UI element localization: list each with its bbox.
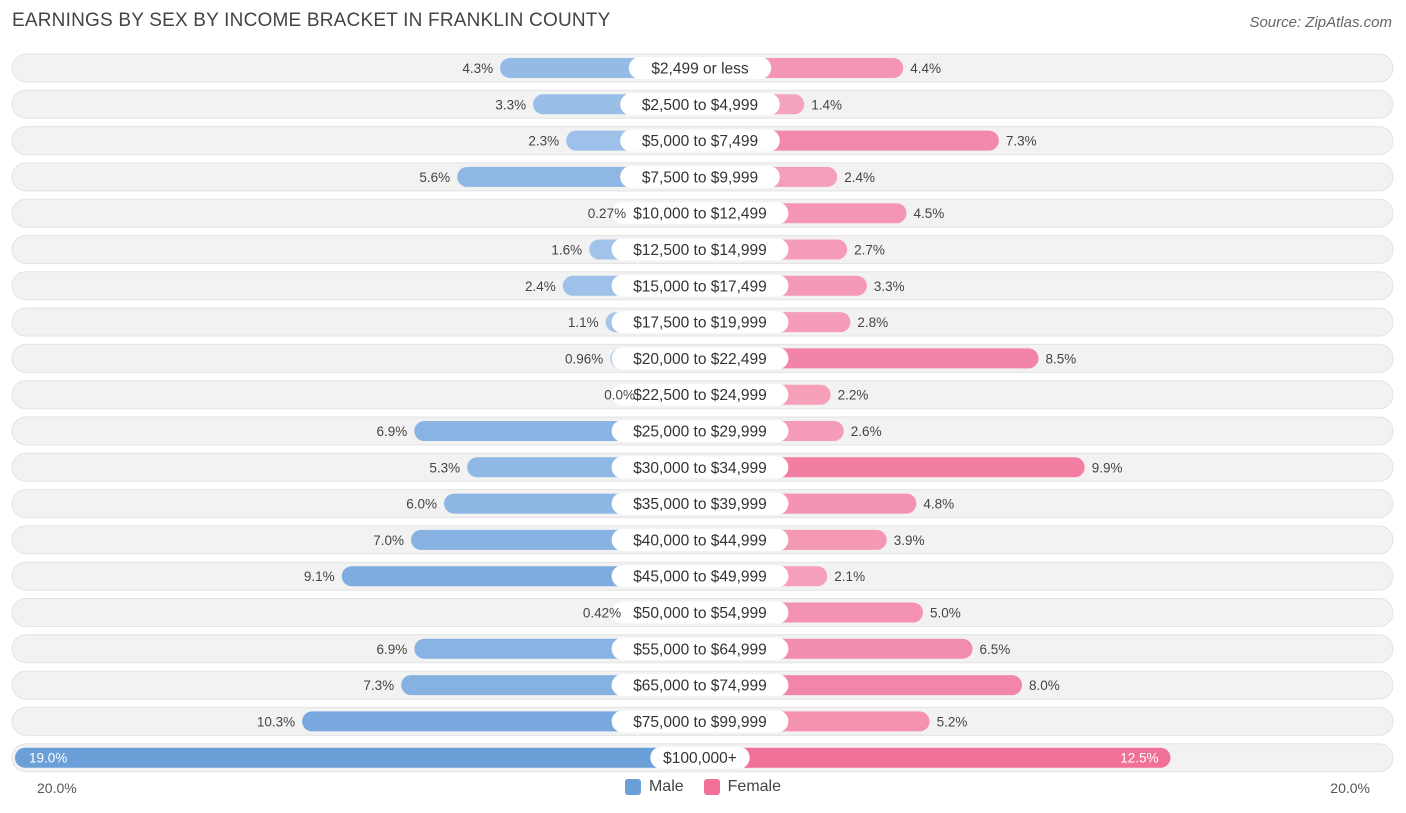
category-label-bg <box>611 383 789 406</box>
category-label: $45,000 to $49,999 <box>633 569 767 586</box>
female-value-label: 9.9% <box>1092 460 1123 475</box>
category-label-bg <box>611 347 789 370</box>
category-label: $25,000 to $29,999 <box>633 424 767 441</box>
category-label-bg <box>611 565 789 588</box>
legend-label-male: Male <box>648 778 684 795</box>
female-value-label: 2.4% <box>844 170 875 185</box>
axis-right-label: 20.0% <box>1330 780 1370 796</box>
male-value-label: 3.3% <box>495 97 526 112</box>
female-value-label: 2.1% <box>834 569 865 584</box>
male-value-label: 0.0% <box>604 388 635 403</box>
category-label: $10,000 to $12,499 <box>633 206 767 223</box>
female-value-label: 2.2% <box>838 388 869 403</box>
female-bar <box>700 747 1171 768</box>
female-value-label: 5.0% <box>930 606 961 621</box>
male-value-label: 5.6% <box>419 170 450 185</box>
legend-label-female: Female <box>727 778 782 795</box>
category-label: $7,500 to $9,999 <box>642 169 758 186</box>
female-value-label: 7.3% <box>1006 134 1037 149</box>
category-label-bg <box>611 274 789 297</box>
female-value-label: 1.4% <box>811 97 842 112</box>
female-value-label: 6.5% <box>980 642 1011 657</box>
female-value-label: 4.4% <box>910 61 941 76</box>
male-value-label: 1.6% <box>551 243 582 258</box>
category-label-bg <box>611 311 789 334</box>
category-label: $2,499 or less <box>651 61 749 78</box>
male-bar <box>302 711 700 732</box>
category-label: $30,000 to $34,999 <box>633 460 767 477</box>
category-label: $12,500 to $14,999 <box>633 242 767 259</box>
male-value-label: 9.1% <box>304 569 335 584</box>
male-bar <box>341 566 700 587</box>
legend-swatch-male <box>624 779 641 795</box>
chart-title: EARNINGS BY SEX BY INCOME BRACKET IN FRA… <box>12 10 611 31</box>
female-value-label: 2.7% <box>854 243 885 258</box>
category-label: $55,000 to $64,999 <box>633 641 767 658</box>
category-label: $20,000 to $22,499 <box>633 351 767 368</box>
male-value-label: 6.9% <box>377 424 408 439</box>
male-value-label: 2.4% <box>525 279 556 294</box>
male-value-label: 4.3% <box>462 61 493 76</box>
category-label-bg <box>620 129 780 152</box>
male-value-label: 2.3% <box>528 134 559 149</box>
male-value-label: 0.42% <box>583 606 621 621</box>
category-label-bg <box>620 93 780 116</box>
female-value-label: 2.6% <box>851 424 882 439</box>
axis-left-label: 20.0% <box>37 780 77 796</box>
male-bar <box>15 747 700 768</box>
legend: Male Female <box>0 778 1406 796</box>
male-value-label: 1.1% <box>568 315 599 330</box>
source-label: Source: ZipAtlas.com <box>1249 14 1392 31</box>
category-label: $22,500 to $24,999 <box>633 387 767 404</box>
category-label-bg <box>611 492 789 515</box>
category-label-bg <box>650 746 750 769</box>
female-value-label: 2.8% <box>857 315 888 330</box>
legend-swatch-female <box>703 779 720 795</box>
category-label: $65,000 to $74,999 <box>633 678 767 695</box>
category-label: $35,000 to $39,999 <box>633 496 767 513</box>
male-value-label: 6.9% <box>377 642 408 657</box>
category-label-bg <box>611 601 789 624</box>
male-value-label: 19.0% <box>29 751 67 766</box>
category-label: $17,500 to $19,999 <box>633 315 767 332</box>
category-label: $5,000 to $7,499 <box>642 133 758 150</box>
female-value-label: 5.2% <box>937 714 968 729</box>
female-bar <box>700 457 1085 478</box>
category-label: $75,000 to $99,999 <box>633 714 767 731</box>
male-value-label: 7.0% <box>373 533 404 548</box>
category-label-bg <box>611 420 789 442</box>
male-value-label: 7.3% <box>363 678 394 693</box>
category-label-bg <box>611 528 789 551</box>
male-value-label: 0.96% <box>565 351 603 366</box>
female-value-label: 3.9% <box>894 533 925 548</box>
category-label-bg <box>611 456 789 479</box>
male-value-label: 0.27% <box>588 206 626 221</box>
female-value-label: 4.5% <box>914 206 945 221</box>
female-value-label: 4.8% <box>923 497 954 512</box>
category-label-bg <box>611 202 789 225</box>
category-label: $100,000+ <box>663 750 737 767</box>
category-label-bg <box>611 710 789 733</box>
legend-item-female: Female <box>703 778 782 796</box>
category-label-bg <box>611 674 789 697</box>
category-label-bg <box>620 165 780 188</box>
female-value-label: 8.5% <box>1046 351 1077 366</box>
chart-area: $2,499 or less 4.3% 4.4% $2,500 to $4,999 3.… <box>11 53 1394 773</box>
female-value-label: 12.5% <box>1120 751 1158 766</box>
male-value-label: 6.0% <box>406 497 437 512</box>
legend-item-male: Male <box>624 778 684 796</box>
female-value-label: 3.3% <box>874 279 905 294</box>
category-label-bg <box>611 637 789 660</box>
male-value-label: 5.3% <box>429 460 460 475</box>
category-label-bg <box>628 57 772 79</box>
category-label: $2,500 to $4,999 <box>642 97 758 114</box>
category-label: $50,000 to $54,999 <box>633 605 767 622</box>
category-label: $40,000 to $44,999 <box>633 532 767 549</box>
category-label: $15,000 to $17,499 <box>633 278 767 295</box>
male-value-label: 10.3% <box>257 714 295 729</box>
category-label-bg <box>611 238 789 261</box>
female-value-label: 8.0% <box>1029 678 1060 693</box>
